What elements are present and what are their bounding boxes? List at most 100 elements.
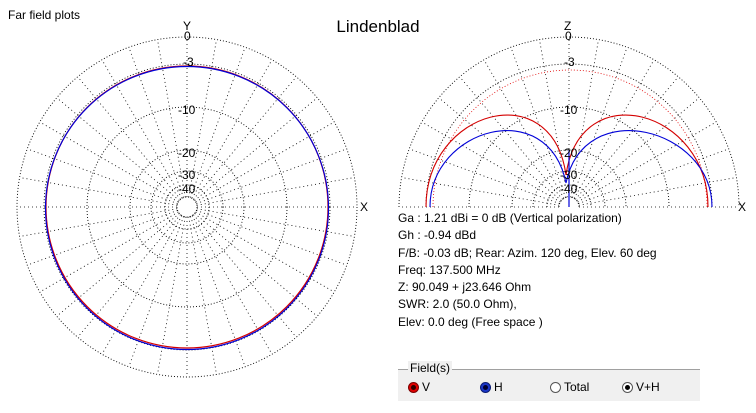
grid-spoke	[101, 59, 183, 199]
radio-v-plus-h[interactable]	[622, 381, 633, 393]
grid-ring	[16, 36, 358, 378]
radio-v[interactable]	[408, 381, 419, 393]
grid-spoke	[572, 47, 628, 198]
grid-spoke	[191, 215, 273, 355]
elevation-grid	[398, 36, 740, 208]
radio-total[interactable]	[550, 381, 561, 393]
azimuth-pattern-horizontal	[44, 65, 330, 351]
grid-ring	[532, 170, 606, 208]
elevation-readout: Elev: 0.0 deg (Free space )	[398, 315, 543, 329]
azimuth-ring-label-20: -20	[178, 146, 196, 160]
grid-spoke	[190, 47, 246, 198]
grid-spoke	[19, 208, 178, 237]
field-option-total-label: Total	[564, 380, 590, 394]
grid-spoke	[483, 59, 565, 199]
grid-spoke	[196, 148, 347, 204]
elevation-plot: Z X 0 -3 -10 -20 -30 -40	[398, 19, 746, 214]
grid-spoke	[56, 213, 180, 317]
azimuth-ring-label-40: -40	[178, 182, 196, 196]
elevation-ring-label-30: -30	[560, 168, 578, 182]
field-option-total[interactable]: Total	[550, 379, 589, 395]
grid-spoke	[193, 214, 297, 338]
grid-spoke	[194, 97, 318, 201]
fields-group-label: Field(s)	[408, 361, 453, 375]
grid-spoke	[196, 208, 355, 237]
gain-readout: Ga : 1.21 dBi = 0 dB (Vertical polarizat…	[398, 211, 622, 225]
grid-spoke	[576, 97, 700, 201]
radio-v-dot-icon	[411, 384, 416, 390]
azimuth-grid	[16, 36, 358, 378]
swr-readout: SWR: 2.0 (50.0 Ohm),	[398, 297, 517, 311]
grid-spoke	[409, 148, 560, 204]
field-option-v-plus-h[interactable]: V+H	[622, 379, 660, 395]
azimuth-axis-right-label: X	[360, 200, 368, 214]
grid-ring	[150, 170, 224, 244]
elevation-ring-label-0: 0	[565, 29, 572, 43]
elevation-ring-label-10: -10	[560, 103, 578, 117]
elevation-ring-label-20: -20	[560, 146, 578, 160]
grid-spoke	[573, 59, 655, 199]
grid-spoke	[195, 211, 335, 293]
field-option-h-label: H	[494, 380, 503, 394]
azimuth-ring-label-30: -30	[178, 168, 196, 182]
grid-ring	[129, 149, 245, 265]
grid-spoke	[39, 121, 179, 203]
grid-spoke	[157, 216, 186, 375]
grid-spoke	[128, 216, 184, 367]
elevation-ring-label-40: -40	[560, 182, 578, 196]
grid-spoke	[39, 211, 179, 293]
impedance-readout: Z: 90.049 + j23.646 Ohm	[398, 280, 532, 294]
grid-spoke	[101, 215, 183, 355]
grid-spoke	[196, 177, 355, 206]
grid-spoke	[401, 177, 560, 206]
field-option-v-label: V	[422, 380, 431, 394]
grid-ring	[86, 106, 288, 308]
field-option-v[interactable]: V	[408, 379, 430, 395]
azimuth-ring-label-3: -3	[183, 55, 194, 69]
grid-spoke	[77, 214, 181, 338]
grid-spoke	[575, 76, 679, 200]
grid-ring	[511, 149, 627, 208]
grid-spoke	[438, 97, 562, 201]
plot-title: Lindenblad	[336, 17, 420, 36]
grid-spoke	[56, 97, 180, 201]
grid-ring	[398, 36, 740, 208]
fields-group: Field(s) V H Total V+H	[398, 361, 700, 401]
gain-dbd-readout: Gh : -0.94 dBd	[398, 228, 477, 242]
grid-spoke	[193, 76, 297, 200]
elevation-axis-right-label: X	[738, 200, 746, 214]
radio-h-dot-icon	[483, 384, 488, 390]
window-title: Far field plots	[8, 8, 81, 22]
radio-h[interactable]	[480, 381, 491, 393]
grid-spoke	[128, 47, 184, 198]
frequency-readout: Freq: 137.500 MHz	[398, 263, 501, 277]
grid-spoke	[195, 121, 335, 203]
field-option-v-plus-h-label: V+H	[636, 380, 660, 394]
field-option-h[interactable]: H	[480, 379, 503, 395]
azimuth-axis-top-label: Y	[183, 19, 191, 33]
grid-spoke	[510, 47, 566, 198]
elevation-ring-label-3: -3	[564, 55, 575, 69]
grid-spoke	[578, 177, 737, 206]
azimuth-ring-label-10: -10	[178, 103, 196, 117]
grid-spoke	[188, 216, 217, 375]
azimuth-ring-label-0: 0	[184, 29, 191, 43]
elevation-pattern-horizontal	[429, 130, 713, 208]
elevation-pattern-vertical	[425, 114, 709, 208]
grid-ring	[468, 106, 670, 208]
front-back-readout: F/B: -0.03 dB; Rear: Azim. 120 deg, Elev…	[398, 246, 657, 260]
azimuth-plot: Y X 0 -3 -10 -20 -30 -40	[16, 19, 368, 378]
grid-spoke	[19, 177, 178, 206]
grid-spoke	[421, 121, 561, 203]
grid-spoke	[191, 59, 273, 199]
grid-spoke	[459, 76, 563, 200]
grid-ring	[176, 196, 198, 218]
grid-spoke	[190, 216, 246, 367]
grid-spoke	[27, 210, 178, 266]
grid-spoke	[196, 210, 347, 266]
grid-spoke	[194, 213, 318, 317]
grid-spoke	[578, 148, 729, 204]
grid-spoke	[77, 76, 181, 200]
radio-v-plus-h-dot-icon	[625, 384, 630, 390]
